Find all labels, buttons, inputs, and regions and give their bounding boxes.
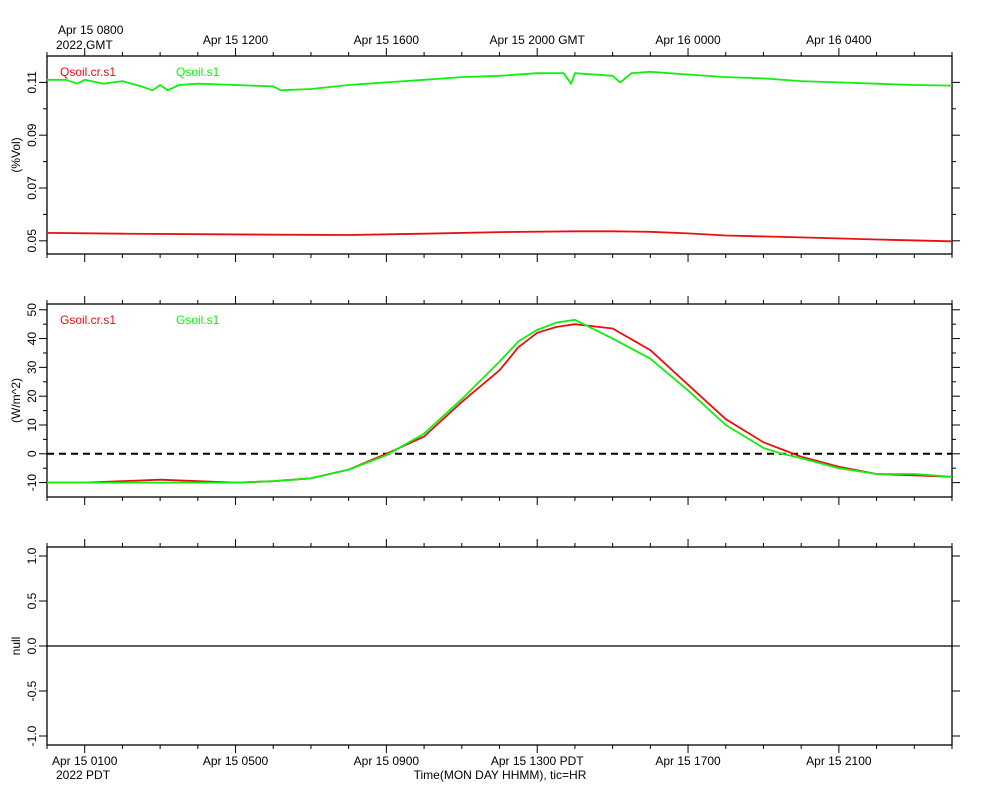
panel-2-y-axis-label: (W/m^2)	[9, 378, 23, 423]
panel-3-y-tick-label: -1.0	[25, 725, 39, 746]
x-axis-title: Time(MON DAY HHMM), tic=HR	[414, 768, 587, 782]
legend-entry-qsoil-s1: Qsoil.s1	[176, 65, 220, 79]
pdt-tick-label: Apr 15 0900	[354, 754, 420, 768]
legend-entry-gsoil-cr-s1: Gsoil.cr.s1	[60, 313, 116, 327]
panel-3-y-tick-label: 0.0	[25, 637, 39, 654]
panel-1-y-tick-label: 0.05	[25, 229, 39, 253]
panel-1-y-tick-label: 0.11	[25, 71, 39, 94]
pdt-tick-label: Apr 15 0100	[52, 754, 118, 768]
pdt-tick-label: Apr 15 1300 PDT	[491, 754, 584, 768]
panel-1-y-tick-label: 0.07	[25, 176, 39, 200]
panel-3-y-tick-label: -0.5	[25, 680, 39, 701]
panel-2-y-tick-label: 10	[25, 418, 39, 432]
pdt-tick-label: Apr 15 1700	[655, 754, 721, 768]
panel-1-frame	[46, 55, 953, 255]
gmt-year-label: 2022 GMT	[56, 38, 113, 52]
series-line-qsoil-cr-s1	[46, 230, 953, 243]
gmt-tick-label: Apr 16 0000	[655, 33, 721, 47]
pdt-tick-label: Apr 15 0500	[203, 754, 269, 768]
pdt-year-label: 2022 PDT	[56, 768, 111, 782]
panel-2-y-tick-label: 50	[25, 303, 39, 317]
panel-3-y-tick-label: 1.0	[25, 547, 39, 564]
series-line-gsoil-cr-s1	[47, 323, 953, 484]
panel-2-y-tick-label: 20	[25, 389, 39, 403]
gmt-tick-label: Apr 15 1600	[354, 33, 420, 47]
legend-entry-qsoil-cr-s1: Qsoil.cr.s1	[60, 65, 116, 79]
series-line-qsoil-s1	[47, 70, 953, 92]
gmt-tick-label: Apr 15 1200	[203, 33, 269, 47]
panel-1-y-tick-label: 0.09	[25, 123, 39, 147]
gmt-tick-label: Apr 15 2000 GMT	[490, 33, 586, 47]
panel-2-y-tick-label: 30	[25, 360, 39, 374]
panel-3-y-tick-label: 0.5	[25, 592, 39, 609]
panel-2-y-tick-label: 40	[25, 332, 39, 346]
series-line-gsoil-s1	[47, 318, 953, 484]
pdt-tick-label: Apr 15 2100	[806, 754, 872, 768]
gmt-tick-label: Apr 16 0400	[806, 33, 872, 47]
gmt-first-tick-label: Apr 15 0800	[58, 23, 124, 37]
panel-2-y-tick-label: 0	[25, 450, 39, 457]
panel-1-y-axis-label: (%Vol)	[9, 137, 23, 172]
panel-3-y-axis-label: null	[9, 637, 23, 656]
panel-2-y-tick-label: -10	[25, 474, 39, 492]
panel-2-frame	[46, 303, 953, 498]
legend-entry-gsoil-s1: Gsoil.s1	[176, 313, 220, 327]
